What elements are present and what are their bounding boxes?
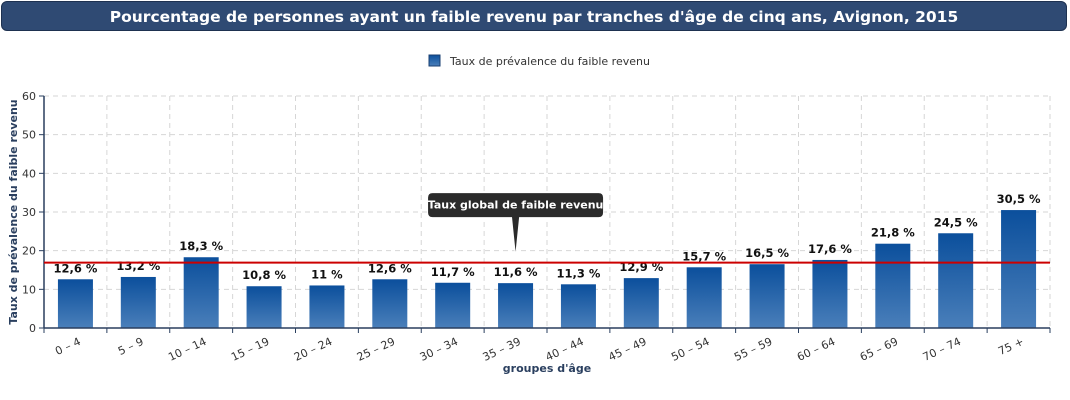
bar bbox=[120, 276, 156, 328]
bar bbox=[812, 259, 848, 328]
data-label: 21,8 % bbox=[871, 226, 915, 240]
bar bbox=[246, 286, 282, 328]
bar bbox=[623, 278, 659, 328]
x-tick-label: 25 – 29 bbox=[355, 335, 397, 364]
x-tick-label: 65 – 69 bbox=[858, 335, 900, 364]
x-tick-label: 45 – 49 bbox=[606, 335, 648, 364]
data-label: 18,3 % bbox=[179, 239, 223, 253]
bar bbox=[435, 282, 471, 328]
chart-title: Pourcentage de personnes ayant un faible… bbox=[1, 1, 1067, 31]
bar bbox=[560, 284, 596, 328]
data-label: 12,6 % bbox=[53, 261, 97, 275]
x-tick-label: 10 – 14 bbox=[166, 335, 208, 364]
bar bbox=[875, 243, 911, 328]
x-tick-label: 50 – 54 bbox=[669, 335, 711, 364]
bar bbox=[309, 285, 345, 328]
data-label: 11 % bbox=[311, 267, 343, 281]
data-label: 15,7 % bbox=[682, 249, 726, 263]
data-label: 12,6 % bbox=[368, 261, 412, 275]
x-tick-label: 70 – 74 bbox=[921, 335, 963, 364]
data-label: 24,5 % bbox=[934, 215, 978, 229]
bar bbox=[57, 279, 93, 328]
x-tick-label: 35 – 39 bbox=[481, 335, 523, 364]
bar bbox=[498, 283, 534, 328]
data-labels: 12,6 % 13,2 % 18,3 % 10,8 % 11 % 12,6 % 11,7 %… bbox=[53, 192, 1041, 282]
y-tick-label: 30 bbox=[22, 206, 36, 219]
bar bbox=[749, 264, 785, 328]
x-tick-label: 30 – 34 bbox=[418, 335, 460, 364]
x-tick-label: 0 – 4 bbox=[53, 335, 83, 358]
data-label: 30,5 % bbox=[997, 192, 1041, 206]
y-tick-label: 50 bbox=[22, 129, 36, 142]
x-axis-title: groupes d'âge bbox=[503, 362, 591, 375]
x-tick-label: 75 + bbox=[996, 335, 1026, 358]
y-tick-label: 0 bbox=[29, 322, 36, 335]
data-label: 13,2 % bbox=[116, 259, 160, 273]
reference-tooltip: Taux global de faible revenu bbox=[427, 192, 605, 257]
x-tick-label: 20 – 24 bbox=[292, 335, 334, 364]
y-tick-label: 10 bbox=[22, 283, 36, 296]
bar bbox=[183, 257, 219, 328]
y-tick-label: 20 bbox=[22, 245, 36, 258]
bar bbox=[938, 233, 974, 328]
x-tick-label: 60 – 64 bbox=[795, 335, 837, 364]
data-label: 11,6 % bbox=[494, 265, 538, 279]
x-tick-label: 40 – 44 bbox=[544, 335, 586, 364]
data-label: 11,7 % bbox=[431, 265, 475, 279]
data-label: 16,5 % bbox=[745, 246, 789, 260]
tooltip-background bbox=[427, 192, 605, 257]
data-label: 17,6 % bbox=[808, 242, 852, 256]
data-label: 11,3 % bbox=[556, 266, 600, 280]
tooltip-text: Taux global de faible revenu bbox=[428, 199, 604, 212]
legend-swatch bbox=[428, 54, 441, 67]
bar bbox=[1001, 210, 1037, 328]
data-label: 10,8 % bbox=[242, 268, 286, 282]
bars bbox=[57, 210, 1037, 328]
bar bbox=[372, 279, 408, 328]
y-tick-label: 40 bbox=[22, 167, 36, 180]
bar bbox=[686, 267, 722, 328]
x-tick-label: 15 – 19 bbox=[229, 335, 271, 364]
x-tick-label: 55 – 59 bbox=[732, 335, 774, 364]
y-tick-label: 60 bbox=[22, 90, 36, 103]
y-axis-title: Taux de prévalence du faible revenu bbox=[7, 99, 20, 324]
x-tick-label: 5 – 9 bbox=[116, 335, 146, 358]
legend-label: Taux de prévalence du faible revenu bbox=[449, 55, 650, 68]
legend[interactable]: Taux de prévalence du faible revenu bbox=[428, 54, 650, 68]
